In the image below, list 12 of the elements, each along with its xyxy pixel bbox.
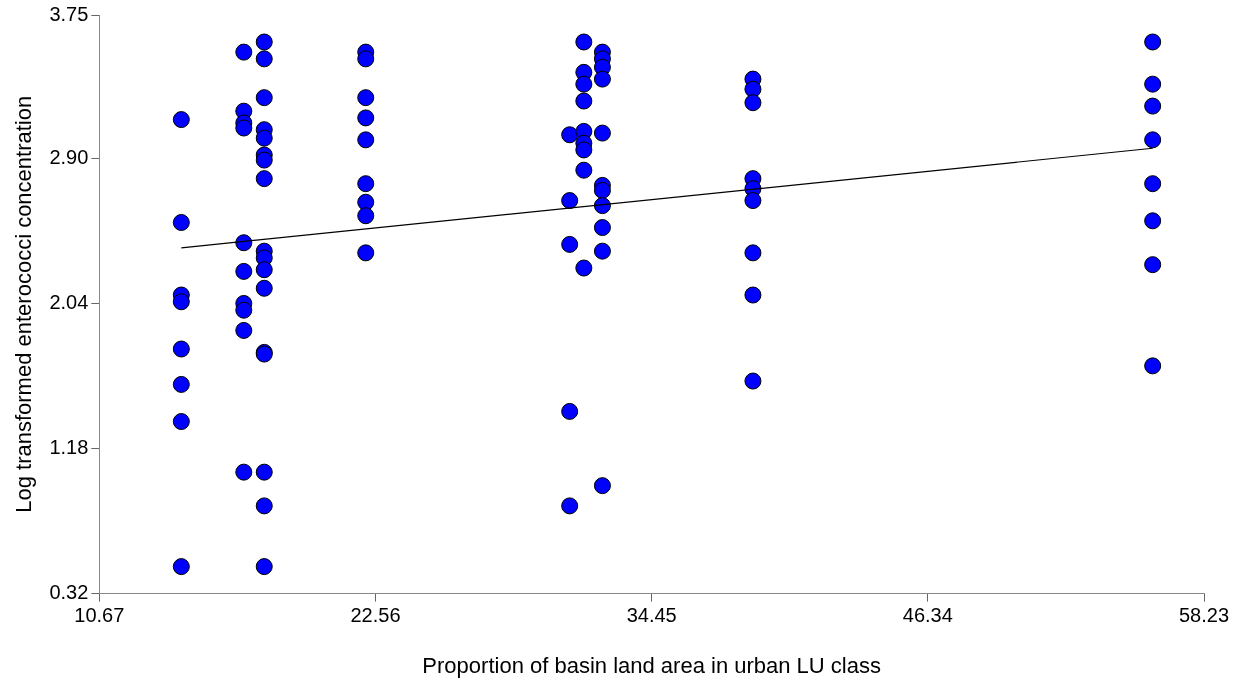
y-tick-label: 2.90 xyxy=(49,145,89,168)
x-tick-label: 34.45 xyxy=(626,604,677,627)
x-axis-title: Proportion of basin land area in urban LU class xyxy=(422,652,881,678)
x-tick-label: 46.34 xyxy=(902,604,953,627)
x-tick-label: 22.56 xyxy=(350,604,401,627)
x-tick-label: 58.23 xyxy=(1178,604,1230,627)
y-tick-label: 2.04 xyxy=(49,290,89,313)
x-tick-label: 10.67 xyxy=(74,604,125,627)
y-tick-label: 3.75 xyxy=(49,2,89,25)
y-axis-title: Log transformed enterococci concentration xyxy=(11,95,37,513)
y-tick-label: 1.18 xyxy=(49,436,89,459)
y-tick-label: 0.32 xyxy=(49,581,89,604)
